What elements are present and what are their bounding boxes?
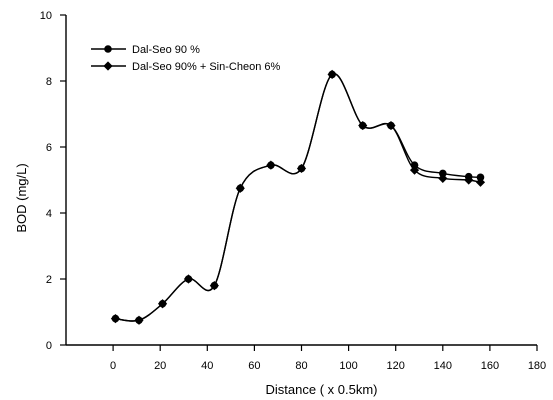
x-tick-label: 80 [295, 360, 307, 372]
tick-marks [60, 14, 538, 351]
series-2 [110, 69, 486, 325]
series-2-point [157, 299, 168, 309]
series-2-point [183, 274, 194, 284]
series-2-point [475, 177, 486, 187]
tick-labels: 0 20 40 60 80 100 120 140 160 180 0 2 4 6 8 10 [40, 10, 546, 372]
y-axis-label: BOD (mg/L) [14, 163, 29, 232]
legend-item: Dal-Seo 90 % [91, 44, 200, 56]
y-tick-label: 2 [46, 274, 52, 286]
legend-label: Dal-Seo 90% + Sin-Cheon 6% [132, 61, 280, 73]
x-axis-label: Distance ( x 0.5km) [266, 382, 378, 397]
x-tick-label: 140 [434, 360, 452, 372]
y-tick-label: 0 [46, 340, 52, 352]
y-tick-label: 4 [46, 208, 52, 220]
series-2-point [438, 173, 448, 183]
x-tick-label: 180 [528, 360, 546, 372]
series-2-point [327, 69, 337, 79]
series-2-point [409, 165, 420, 175]
series-2-point [386, 120, 396, 131]
x-tick-label: 0 [110, 360, 116, 372]
series-2-point [296, 163, 307, 174]
y-tick-label: 10 [40, 10, 52, 22]
y-tick-label: 6 [46, 142, 52, 154]
series-2-point [358, 120, 368, 131]
series-1 [111, 70, 485, 325]
series-layer [110, 69, 486, 325]
series-2-point [134, 315, 144, 325]
y-tick-label: 8 [46, 76, 52, 88]
legend-marker [103, 61, 113, 71]
series-2-point [209, 281, 219, 291]
x-tick-label: 120 [387, 360, 405, 372]
series-2-point [266, 160, 276, 170]
legend-item: Dal-Seo 90% + Sin-Cheon 6% [91, 61, 280, 73]
x-tick-label: 60 [248, 360, 260, 372]
series-2-point [464, 175, 474, 185]
legend-label: Dal-Seo 90 % [132, 44, 200, 56]
x-tick-label: 20 [154, 360, 166, 372]
x-tick-label: 100 [339, 360, 357, 372]
series-2-point [110, 314, 121, 324]
series-1-point [476, 173, 485, 182]
legend: Dal-Seo 90 % Dal-Seo 90% + Sin-Cheon 6% [91, 44, 280, 73]
series-1-line [115, 73, 481, 322]
x-tick-label: 40 [201, 360, 213, 372]
series-2-line [115, 73, 481, 322]
series-1-point [439, 169, 447, 178]
series-2-point [235, 183, 245, 193]
legend-marker [104, 45, 112, 53]
x-tick-label: 160 [481, 360, 499, 372]
